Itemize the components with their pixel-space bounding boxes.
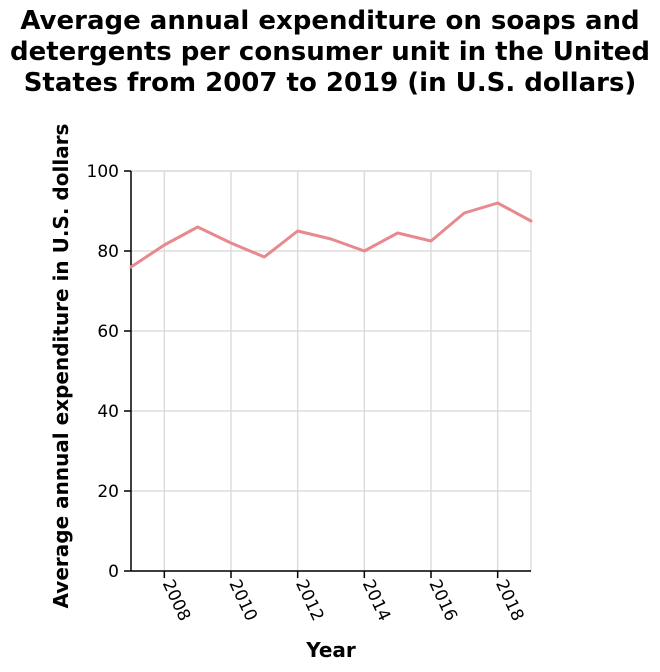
- y-axis-title: Average annual expenditure in U.S. dolla…: [49, 124, 73, 609]
- series-layer: [129, 201, 533, 269]
- x-tick-label: 2016: [424, 577, 460, 625]
- y-tick-label: 100: [87, 162, 119, 182]
- x-tick-label: 2010: [224, 577, 260, 625]
- y-tick-label: 80: [97, 242, 119, 262]
- y-tick-label: 0: [108, 562, 119, 582]
- series-line: [129, 201, 533, 269]
- x-tick-label: 2008: [158, 577, 194, 625]
- chart-title: Average annual expenditure on soaps and …: [0, 6, 660, 99]
- axis-layer: [124, 170, 531, 578]
- y-tick-label: 60: [97, 322, 119, 342]
- y-tick-label: 40: [97, 402, 119, 422]
- chart-title-line-3: States from 2007 to 2019 (in U.S. dollar…: [23, 68, 637, 98]
- chart-title-line-2: detergents per consumer unit in the Unit…: [9, 37, 651, 67]
- label-layer: 0 20 40 60 80 100 2008 2010 2012 2014 2016 2018: [87, 162, 528, 624]
- x-tick-label: 2014: [358, 577, 394, 625]
- x-axis-title: Year: [305, 638, 356, 662]
- y-tick-label: 20: [97, 482, 119, 502]
- x-tick-label: 2012: [291, 577, 327, 625]
- chart-title-line-1: Average annual expenditure on soaps and: [20, 6, 640, 36]
- x-tick-label: 2018: [491, 577, 527, 625]
